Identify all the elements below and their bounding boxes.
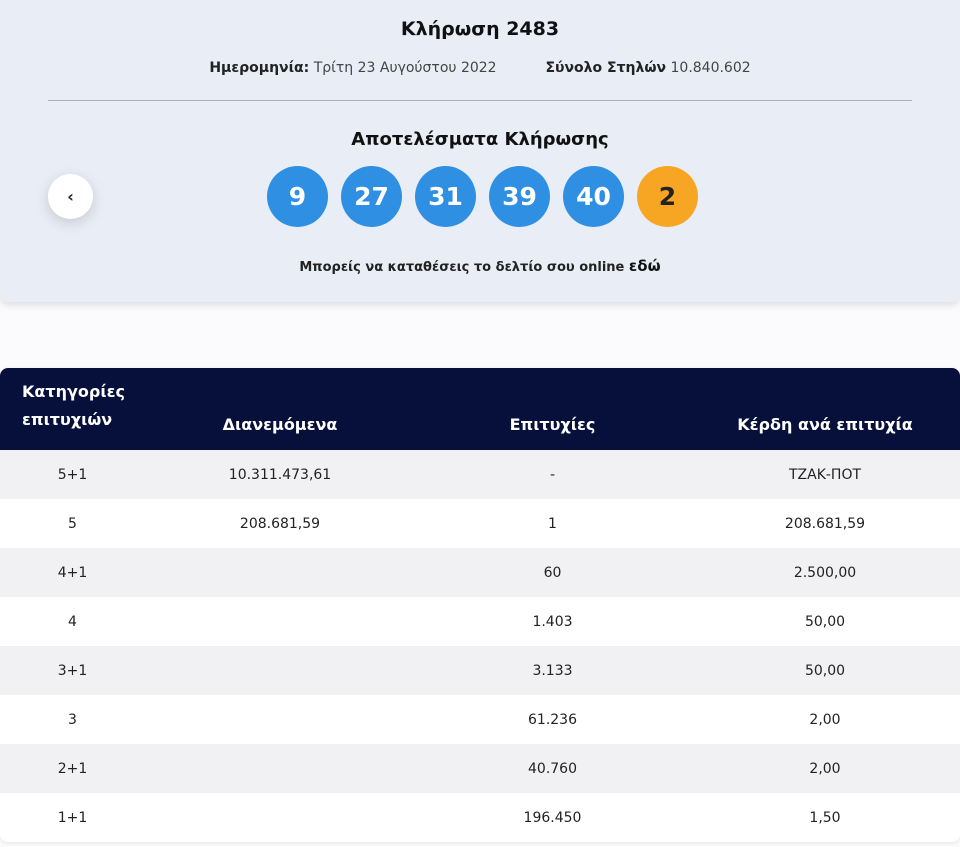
cell-winners: 1.403	[532, 613, 573, 630]
cell-category: 1+1	[57, 809, 88, 826]
number-ball: 40	[563, 166, 624, 227]
table-row: 5+1 10.311.473,61 - ΤΖΑΚ-ΠΟΤ	[0, 450, 960, 499]
results-title: Αποτελέσματα Κλήρωσης	[351, 129, 609, 150]
cell-prize: 2.500,00	[793, 564, 857, 581]
cell-winners: 60	[543, 564, 562, 581]
header-winners: Επιτυχίες	[509, 415, 596, 434]
cell-prize: 50,00	[804, 613, 846, 630]
cell-prize: 208.681,59	[784, 515, 866, 532]
cell-winners: 61.236	[528, 711, 577, 728]
cell-winners: 40.760	[528, 760, 577, 777]
cell-prize: 50,00	[804, 662, 846, 679]
cell-category: 5+1	[57, 466, 88, 483]
date-label: Ημερομηνία:	[209, 60, 310, 76]
number-ball: 39	[489, 166, 550, 227]
table-row: 1+1 196.450 1,50	[0, 793, 960, 842]
cell-prize: 2,00	[809, 711, 841, 728]
cell-prize: 2,00	[809, 760, 841, 777]
header-categories: Κατηγορίες επιτυχιών	[22, 382, 125, 429]
cell-category: 3	[68, 711, 77, 728]
table-body: 5+1 10.311.473,61 - ΤΖΑΚ-ΠΟΤ 5 208.681,59 1 208…	[0, 450, 960, 842]
prizes-table: Κατηγορίες επιτυχιών Διανεμόμενα Επιτυχί…	[0, 368, 960, 842]
draw-card: Κλήρωση 2483 Ημερομηνία: Τρίτη 23 Αυγούσ…	[0, 0, 960, 302]
columns-value: 10.840.602	[670, 60, 751, 76]
header-distributed: Διανεμόμενα	[222, 415, 338, 434]
table-row: 5 208.681,59 1 208.681,59	[0, 499, 960, 548]
cell-winners: -	[549, 466, 556, 483]
previous-draw-button[interactable]: ‹	[48, 174, 93, 219]
online-message: Μπορείς να καταθέσεις το δελτίο σου onli…	[299, 260, 625, 275]
cell-winners: 3.133	[532, 662, 573, 679]
table-row: 3 61.236 2,00	[0, 695, 960, 744]
table-row: 3+1 3.133 50,00	[0, 646, 960, 695]
header-prize: Κέρδη ανά επιτυχία	[737, 415, 913, 434]
divider	[48, 100, 912, 101]
date-value: Τρίτη 23 Αυγούστου 2022	[313, 60, 497, 76]
cell-category: 3+1	[57, 662, 88, 679]
cell-prize: ΤΖΑΚ-ΠΟΤ	[788, 466, 862, 483]
cell-winners: 196.450	[523, 809, 582, 826]
cell-category: 4+1	[57, 564, 88, 581]
online-text: Μπορείς να καταθέσεις το δελτίο σου onli…	[0, 257, 960, 275]
cell-category: 5	[68, 515, 77, 532]
chevron-left-icon: ‹	[67, 187, 74, 206]
cell-prize: 1,50	[809, 809, 841, 826]
cell-distributed: 208.681,59	[239, 515, 321, 532]
cell-winners: 1	[548, 515, 557, 532]
cell-distributed: 10.311.473,61	[228, 466, 332, 483]
number-ball: 9	[267, 166, 328, 227]
cell-category: 2+1	[57, 760, 88, 777]
number-ball: 31	[415, 166, 476, 227]
draw-meta: Ημερομηνία: Τρίτη 23 Αυγούστου 2022 Σύνο…	[0, 60, 960, 76]
table-row: 2+1 40.760 2,00	[0, 744, 960, 793]
winning-numbers: 9 27 31 39 40 2	[267, 166, 698, 227]
cell-category: 4	[68, 613, 77, 630]
table-row: 4+1 60 2.500,00	[0, 548, 960, 597]
draw-title: Κλήρωση 2483	[400, 18, 560, 40]
bonus-ball: 2	[637, 166, 698, 227]
columns-label: Σύνολο Στηλών	[545, 60, 667, 76]
table-header: Κατηγορίες επιτυχιών Διανεμόμενα Επιτυχί…	[0, 368, 960, 450]
number-ball: 27	[341, 166, 402, 227]
online-link[interactable]: εδώ	[628, 257, 661, 275]
table-row: 4 1.403 50,00	[0, 597, 960, 646]
